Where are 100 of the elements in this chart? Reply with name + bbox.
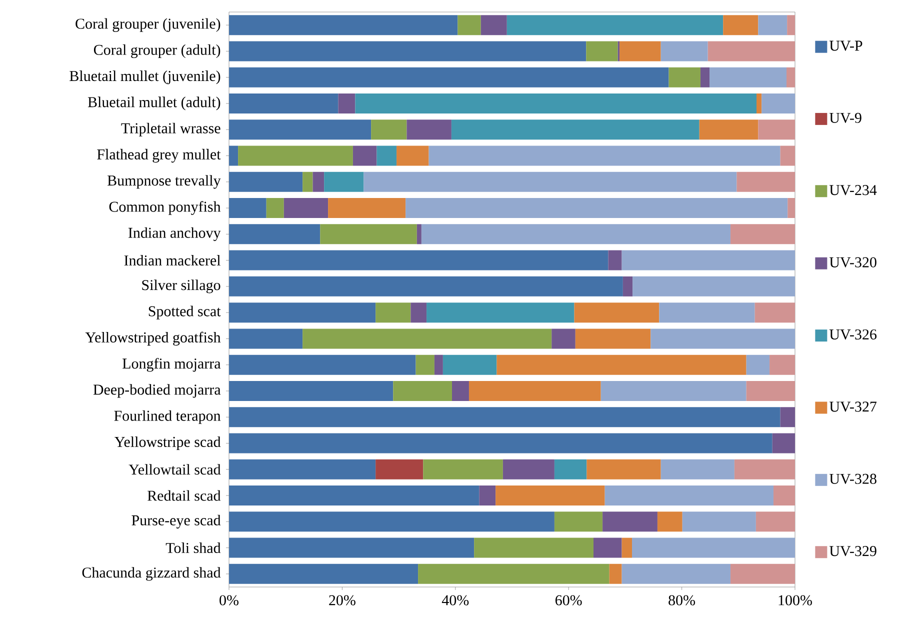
bar <box>746 354 770 375</box>
bar <box>699 120 758 140</box>
bar <box>421 224 730 244</box>
x-tick-label: 20% <box>329 595 356 606</box>
bar <box>622 250 795 270</box>
legend-label: UV-9 <box>829 112 862 124</box>
bar <box>364 172 737 192</box>
y-tick-label: Yellowstripe scad <box>114 436 221 450</box>
bar <box>229 328 303 349</box>
bar <box>312 172 324 192</box>
bar <box>451 120 700 140</box>
y-tick-label: Coral grouper (adult) <box>94 44 220 58</box>
bar <box>622 538 632 558</box>
y-tick-label: Flathead grey mullet <box>97 148 221 163</box>
bar <box>622 276 633 296</box>
bar <box>284 198 328 218</box>
bar <box>229 198 266 218</box>
bar <box>376 459 424 480</box>
bar <box>416 354 434 375</box>
bar <box>730 224 795 244</box>
bar <box>730 564 795 584</box>
y-tick-label: Fourlined terapon <box>114 410 221 424</box>
bar <box>622 564 730 584</box>
bar <box>423 459 503 480</box>
bar <box>229 93 338 114</box>
bar <box>554 512 603 532</box>
y-tick-label: Bumpnose trevally <box>108 175 221 189</box>
bar <box>434 354 443 375</box>
y-tick-label: Spotted scat <box>148 306 221 320</box>
bar <box>787 15 795 36</box>
y-tick-label: Deep-bodied mojarra <box>93 384 221 398</box>
bar <box>468 380 601 401</box>
y-tick-label: Longfin mojarra <box>122 358 221 372</box>
bar <box>710 67 786 88</box>
bar <box>602 512 658 532</box>
bar <box>708 41 795 62</box>
bar <box>604 486 774 506</box>
bar <box>608 250 622 270</box>
bar <box>338 93 356 114</box>
bar <box>418 564 610 584</box>
bar <box>393 380 452 401</box>
bar <box>496 486 605 506</box>
bar <box>746 380 795 401</box>
bar <box>229 564 418 584</box>
bar <box>442 354 497 375</box>
bar <box>496 354 746 375</box>
y-tick-label: Bluetail mullet (adult) <box>88 96 220 110</box>
bar <box>410 302 427 323</box>
bar <box>788 198 795 218</box>
y-tick-label: Purse-eye scad <box>132 514 221 528</box>
bar <box>780 407 795 428</box>
bar <box>229 41 586 62</box>
bar <box>355 93 757 114</box>
bar <box>229 250 608 270</box>
bar <box>668 67 700 88</box>
bar <box>416 224 422 244</box>
bar <box>474 538 594 558</box>
y-tick-label: Indian anchovy <box>128 227 221 241</box>
bar <box>554 459 587 480</box>
bar <box>324 172 364 192</box>
x-tick-label: 40% <box>442 595 469 606</box>
bar <box>229 433 772 454</box>
bar <box>754 302 795 323</box>
bar <box>238 146 353 166</box>
bar <box>480 15 507 36</box>
bar <box>600 380 746 401</box>
bar <box>229 276 623 296</box>
bar <box>352 146 377 166</box>
bar <box>302 328 552 349</box>
bar <box>758 15 788 36</box>
bar <box>786 67 795 88</box>
bar <box>734 459 795 480</box>
y-tick-label: Yellowstriped goatfish <box>85 332 221 346</box>
y-tick-label: Yellowtail scad <box>128 464 221 475</box>
legend-label: UV-326 <box>829 329 877 340</box>
y-tick-label: Redtail scad <box>148 490 221 501</box>
bar <box>552 328 576 349</box>
bar <box>502 459 554 480</box>
bar <box>229 538 474 558</box>
bar <box>700 67 710 88</box>
bar <box>479 486 496 506</box>
bar <box>723 15 758 36</box>
y-tick-label: Chacunda gizzard shad <box>82 567 221 581</box>
bar <box>506 15 724 36</box>
y-tick-label: Indian mackerel <box>124 255 220 266</box>
bar <box>229 15 458 36</box>
bar <box>586 459 661 480</box>
legend-label: UV-P <box>829 40 862 51</box>
bar <box>758 120 795 140</box>
bar <box>302 172 313 192</box>
bar <box>780 146 795 166</box>
bar <box>586 41 618 62</box>
legend-label: UV-328 <box>829 474 876 484</box>
bar <box>266 198 284 218</box>
bar <box>632 276 795 296</box>
x-tick-label: 0% <box>220 595 238 606</box>
bar <box>650 328 795 349</box>
bar <box>396 146 429 166</box>
x-tick-label: 80% <box>668 595 696 606</box>
y-tick-label: Coral grouper (juvenile) <box>76 18 220 32</box>
